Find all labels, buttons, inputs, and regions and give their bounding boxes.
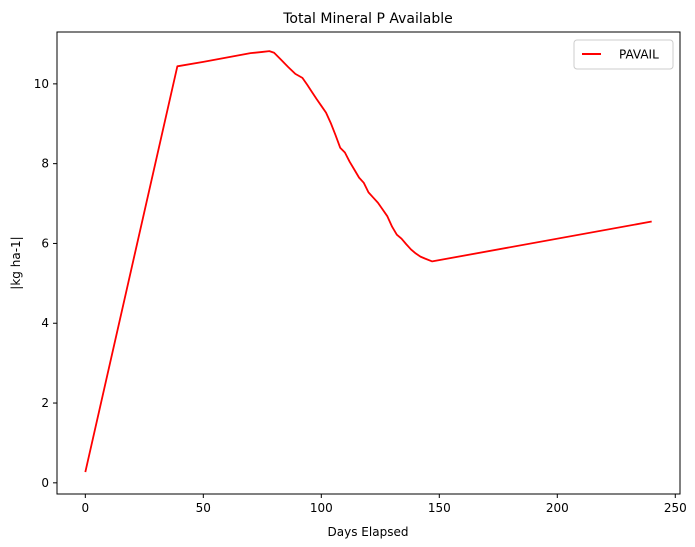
x-tick-label: 100 [310, 501, 333, 515]
legend-box [573, 39, 674, 70]
y-axis-title: |kg ha-1| [9, 236, 23, 289]
x-tick-label: 200 [546, 501, 569, 515]
x-tick-label: 0 [81, 501, 89, 515]
x-tick-label: 150 [428, 501, 451, 515]
y-tick-label: 6 [41, 236, 49, 250]
plot-frame [56, 31, 681, 495]
chart-title: Total Mineral P Available [282, 11, 453, 27]
x-axis-title: Days Elapsed [328, 525, 409, 539]
y-tick-label: 4 [41, 316, 49, 330]
x-tick-label: 250 [664, 501, 687, 515]
y-tick-label: 2 [41, 396, 49, 410]
y-axis: 0 2 4 6 8 10 [34, 77, 57, 490]
x-axis: 0 50 100 150 200 250 [81, 494, 687, 515]
legend: PAVAIL [573, 39, 674, 70]
y-tick-label: 8 [41, 157, 49, 171]
series-line-pavail [84, 50, 652, 473]
y-tick-label: 0 [41, 476, 49, 490]
plot-area [84, 50, 652, 473]
legend-label-pavail: PAVAIL [619, 48, 659, 62]
y-tick-label: 10 [34, 77, 49, 91]
x-tick-label: 50 [196, 501, 211, 515]
